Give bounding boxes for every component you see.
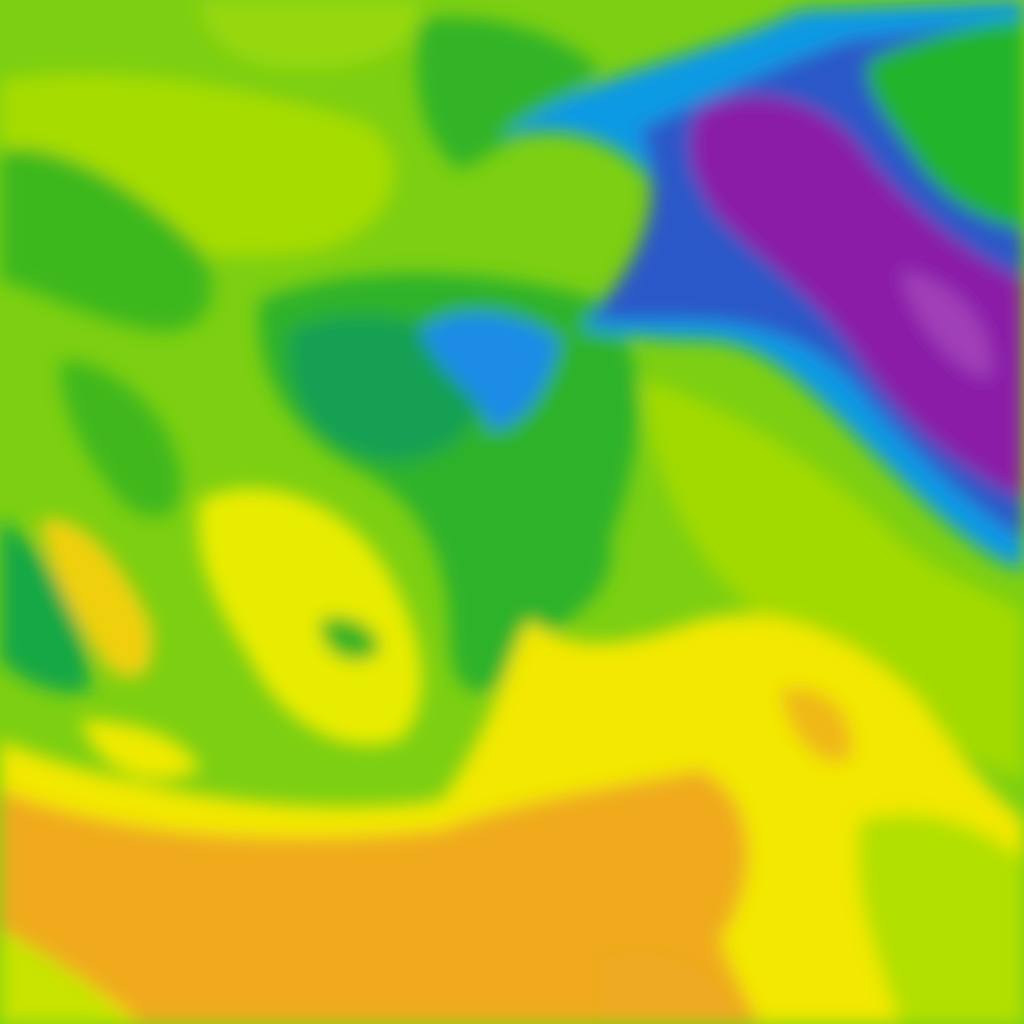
warm-zone bbox=[80, 720, 200, 780]
dark-green-zone bbox=[416, 17, 600, 170]
lime-zone bbox=[0, 930, 130, 1024]
warm-zone bbox=[40, 518, 153, 678]
coldest-zone bbox=[689, 96, 1024, 500]
warm-zone bbox=[198, 488, 422, 746]
cold-zone bbox=[420, 311, 560, 430]
teal-zone bbox=[0, 520, 90, 693]
lime-zone bbox=[640, 380, 1024, 780]
dark-green-zone bbox=[0, 148, 212, 332]
dark-green-zone bbox=[867, 20, 1024, 230]
dark-green-zone bbox=[60, 360, 182, 517]
lime-zone bbox=[200, 0, 422, 70]
hot-zone bbox=[0, 770, 760, 1024]
coldest-zone bbox=[900, 270, 992, 380]
hot-zone bbox=[600, 953, 740, 1024]
dark-green-zone bbox=[320, 617, 380, 660]
hot-zone bbox=[780, 688, 852, 762]
lime-zone bbox=[858, 814, 1024, 1024]
